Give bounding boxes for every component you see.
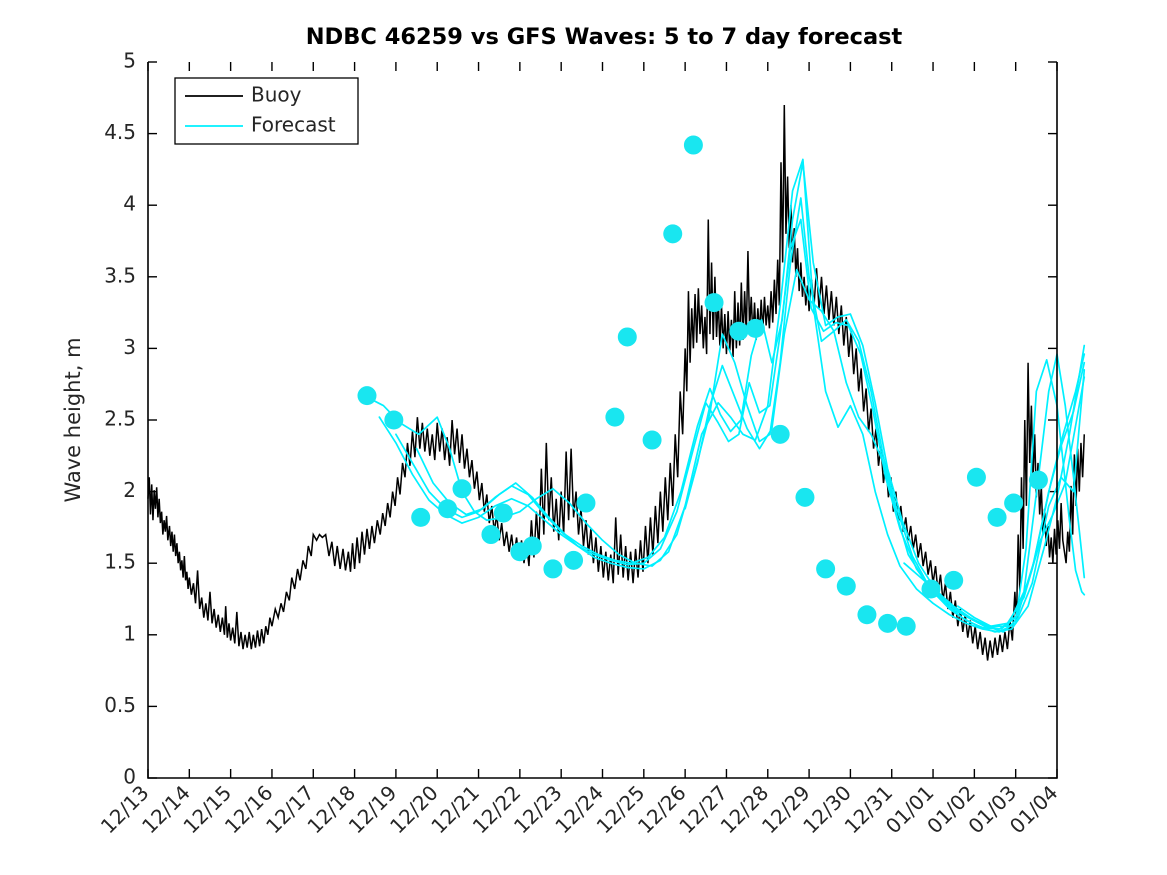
forecast-marker-dot [663, 224, 683, 244]
forecast-markers-layer [357, 135, 1048, 636]
y-tick-label: 0.5 [104, 693, 136, 717]
y-tick-label: 1 [123, 621, 136, 645]
forecast-marker-dot [617, 327, 637, 347]
forecast-marker-dot [543, 559, 563, 579]
forecast-marker-dot [966, 467, 986, 487]
y-tick-label: 2.5 [104, 407, 136, 431]
forecast-marker-dot [481, 525, 501, 545]
y-tick-label: 0 [123, 765, 136, 789]
forecast-marker-dot [729, 321, 749, 341]
y-tick-label: 4.5 [104, 120, 136, 144]
forecast-series-line [956, 353, 1086, 628]
forecast-series-line [684, 268, 1086, 628]
y-tick-label: 5 [123, 49, 136, 73]
forecast-marker-dot [921, 579, 941, 599]
forecast-marker-dot [384, 410, 404, 430]
forecast-marker-dot [745, 318, 765, 338]
legend-label-forecast: Forecast [251, 113, 336, 137]
forecast-marker-dot [357, 386, 377, 406]
y-tick-label: 4 [123, 192, 136, 216]
legend-box [174, 77, 359, 145]
forecast-marker-dot [770, 424, 790, 444]
y-tick-label: 1.5 [104, 550, 136, 574]
forecast-marker-dot [411, 507, 431, 527]
forecast-marker-dot [493, 503, 513, 523]
forecast-marker-dot [1004, 493, 1024, 513]
forecast-marker-dot [857, 605, 877, 625]
forecast-marker-dot [944, 570, 964, 590]
forecast-marker-dot [605, 407, 625, 427]
forecast-marker-dot [1028, 470, 1048, 490]
y-tick-label: 3.5 [104, 263, 136, 287]
y-axis-label: Wave height, m [61, 337, 85, 502]
forecast-marker-dot [878, 613, 898, 633]
forecast-marker-dot [795, 487, 815, 507]
forecast-marker-dot [564, 550, 584, 570]
forecast-marker-dot [987, 507, 1007, 527]
forecast-marker-dot [438, 499, 458, 519]
forecast-marker-dot [452, 479, 472, 499]
forecast-marker-dot [576, 493, 596, 513]
page-title: NDBC 46259 vs GFS Waves: 5 to 7 day fore… [306, 24, 903, 50]
forecast-marker-dot [816, 559, 836, 579]
axis-frame [147, 62, 1058, 779]
forecast-marker-dot [642, 430, 662, 450]
forecast-marker-dot [896, 616, 916, 636]
forecast-marker-dot [683, 135, 703, 155]
y-tick-label: 3 [123, 335, 136, 359]
forecast-series-line [903, 359, 1086, 633]
forecast-marker-dot [704, 293, 724, 313]
forecast-marker-dot [522, 536, 542, 556]
y-tick-label: 2 [123, 478, 136, 502]
legend-label-buoy: Buoy [251, 83, 302, 107]
chart-legend[interactable]: Buoy Forecast [174, 77, 359, 145]
y-axis-ticks: 0 0.5 1 1.5 2 2.5 3 3.5 4 4.5 5 [104, 49, 1057, 789]
forecast-marker-dot [836, 576, 856, 596]
forecast-series-line [366, 158, 1086, 633]
